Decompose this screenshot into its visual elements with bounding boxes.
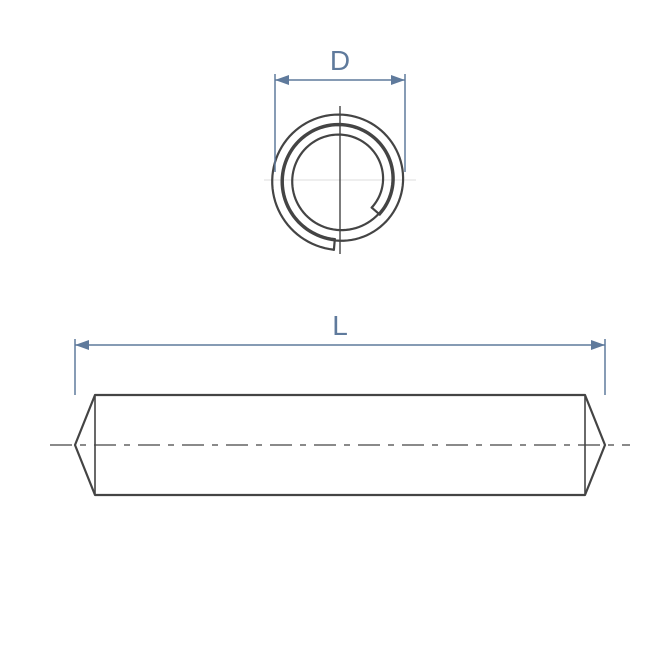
length-label: L xyxy=(332,310,348,341)
diameter-label: D xyxy=(330,45,350,76)
technical-drawing: DL xyxy=(0,0,670,670)
